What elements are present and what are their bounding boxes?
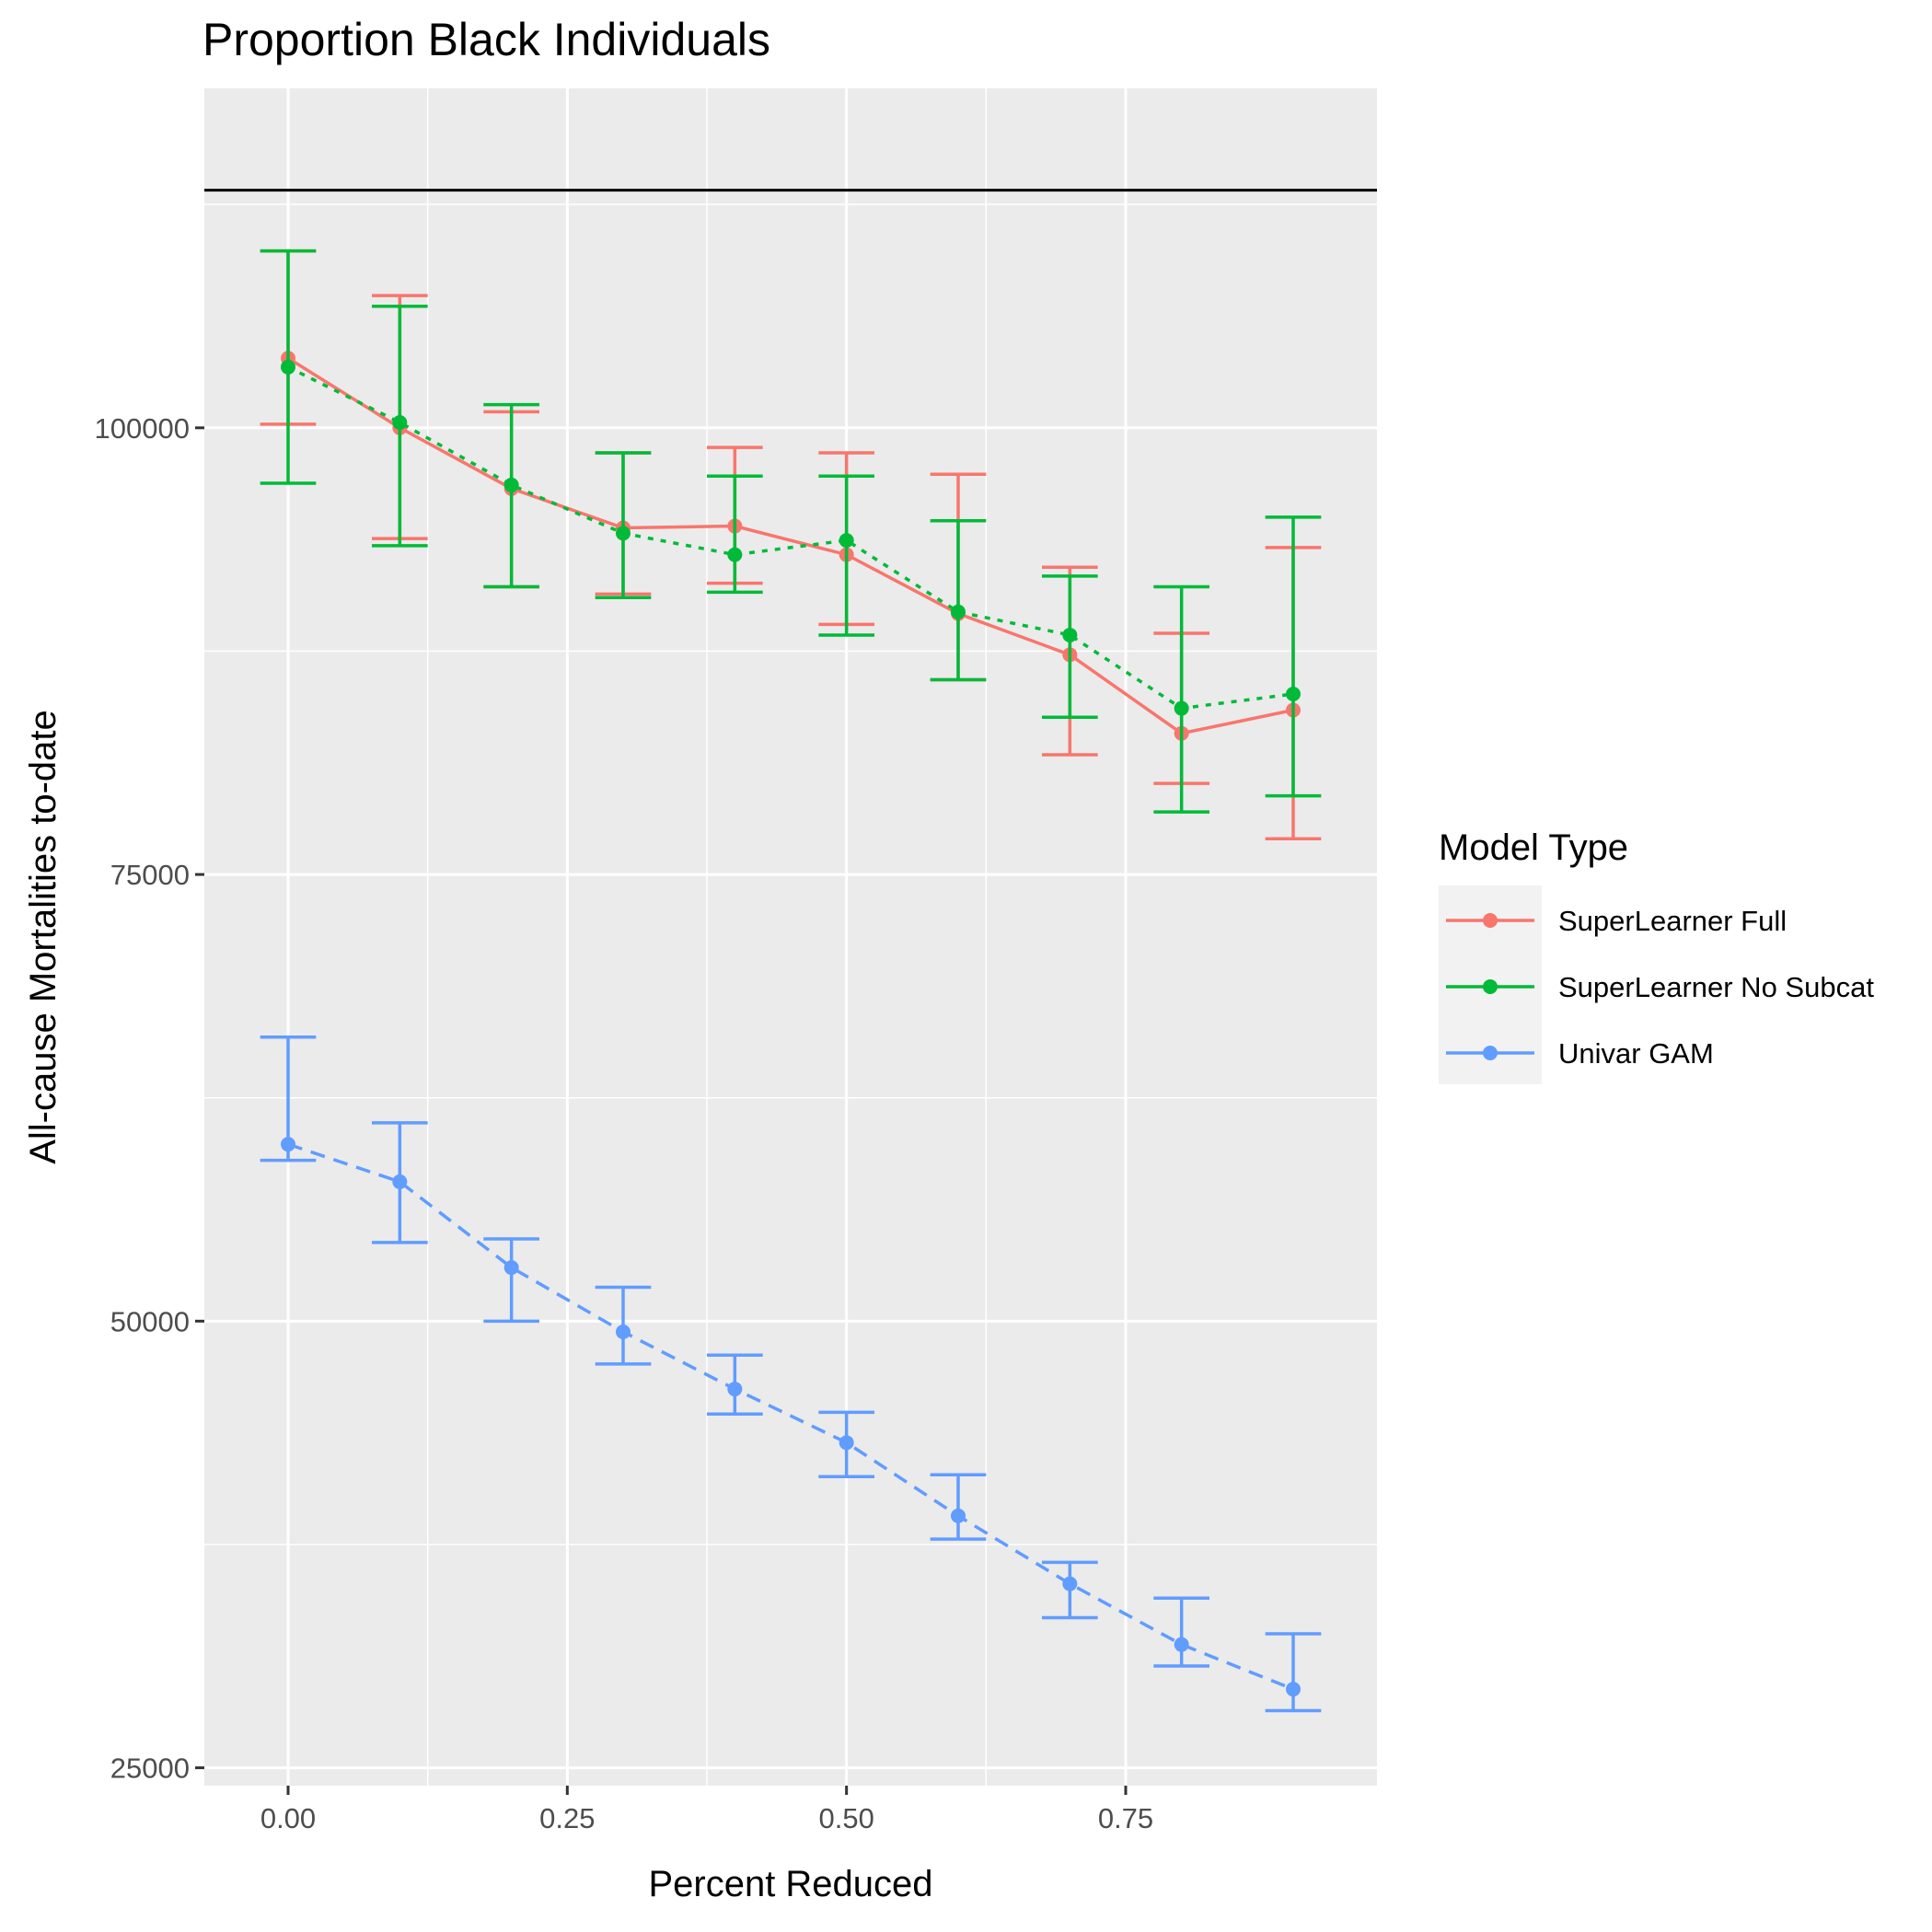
data-point (1174, 1637, 1189, 1652)
x-tick-label: 0.50 (818, 1802, 873, 1834)
data-point (281, 1137, 295, 1152)
legend-label: Univar GAM (1558, 1037, 1714, 1070)
chart-title: Proportion Black Individuals (202, 14, 770, 65)
series-2 (260, 1035, 1322, 1713)
data-point (1286, 687, 1301, 702)
error-bar (1265, 1632, 1322, 1713)
data-point (616, 1324, 631, 1339)
series-layer (260, 249, 1322, 1713)
error-bar (1265, 515, 1322, 798)
data-point (1286, 1682, 1301, 1697)
series-line (287, 356, 1294, 735)
legend-key-point (1483, 979, 1498, 994)
data-point (503, 1260, 519, 1276)
plot-panel (204, 88, 1377, 1786)
legend-label: SuperLearner Full (1558, 905, 1787, 937)
legend-key-point (1483, 1046, 1498, 1060)
data-point (1174, 700, 1189, 716)
data-point (1062, 1576, 1078, 1591)
error-bar (1153, 1596, 1209, 1668)
x-tick-label: 0.00 (260, 1802, 316, 1834)
error-bar (818, 474, 874, 637)
y-axis: 25000 50000 75000 100000 (95, 412, 204, 1785)
error-bar (930, 1473, 987, 1541)
x-tick-label: 0.25 (539, 1802, 595, 1834)
series-line (287, 1142, 1294, 1691)
data-point (392, 414, 408, 430)
data-point (281, 359, 295, 375)
x-axis: 0.00 0.25 0.50 0.75 (260, 1786, 1153, 1834)
data-point (951, 604, 966, 619)
series-line (287, 365, 1294, 711)
error-bar (1042, 574, 1098, 720)
legend-key-point (1483, 913, 1498, 928)
data-point (839, 533, 854, 549)
data-point (616, 526, 631, 541)
legend: Model Type SuperLearner Full SuperLearner… (1439, 827, 1874, 1084)
legend-title: Model Type (1439, 827, 1628, 868)
error-bar (1153, 584, 1209, 814)
x-axis-title: Percent Reduced (648, 1864, 932, 1904)
y-tick-label: 100000 (95, 412, 190, 445)
data-point (392, 1174, 408, 1189)
data-point (1062, 627, 1078, 642)
data-point (727, 1382, 743, 1397)
y-axis-title: All-cause Mortalities to-date (23, 710, 64, 1164)
data-point (727, 547, 743, 562)
error-bar (595, 451, 652, 599)
error-bar (707, 474, 763, 595)
data-point (951, 1508, 966, 1523)
grid-minor (204, 88, 1377, 1786)
y-tick-label: 75000 (110, 859, 190, 891)
error-bar (930, 518, 987, 682)
y-tick-label: 50000 (110, 1305, 190, 1337)
error-bar (483, 1237, 539, 1324)
x-tick-label: 0.75 (1098, 1802, 1153, 1834)
series-1 (260, 249, 1322, 814)
error-bar (483, 402, 539, 589)
data-point (503, 477, 519, 492)
legend-label: SuperLearner No Subcat (1558, 971, 1874, 1003)
y-tick-label: 25000 (110, 1753, 190, 1785)
data-point (839, 1435, 854, 1451)
grid-major (204, 88, 1377, 1786)
